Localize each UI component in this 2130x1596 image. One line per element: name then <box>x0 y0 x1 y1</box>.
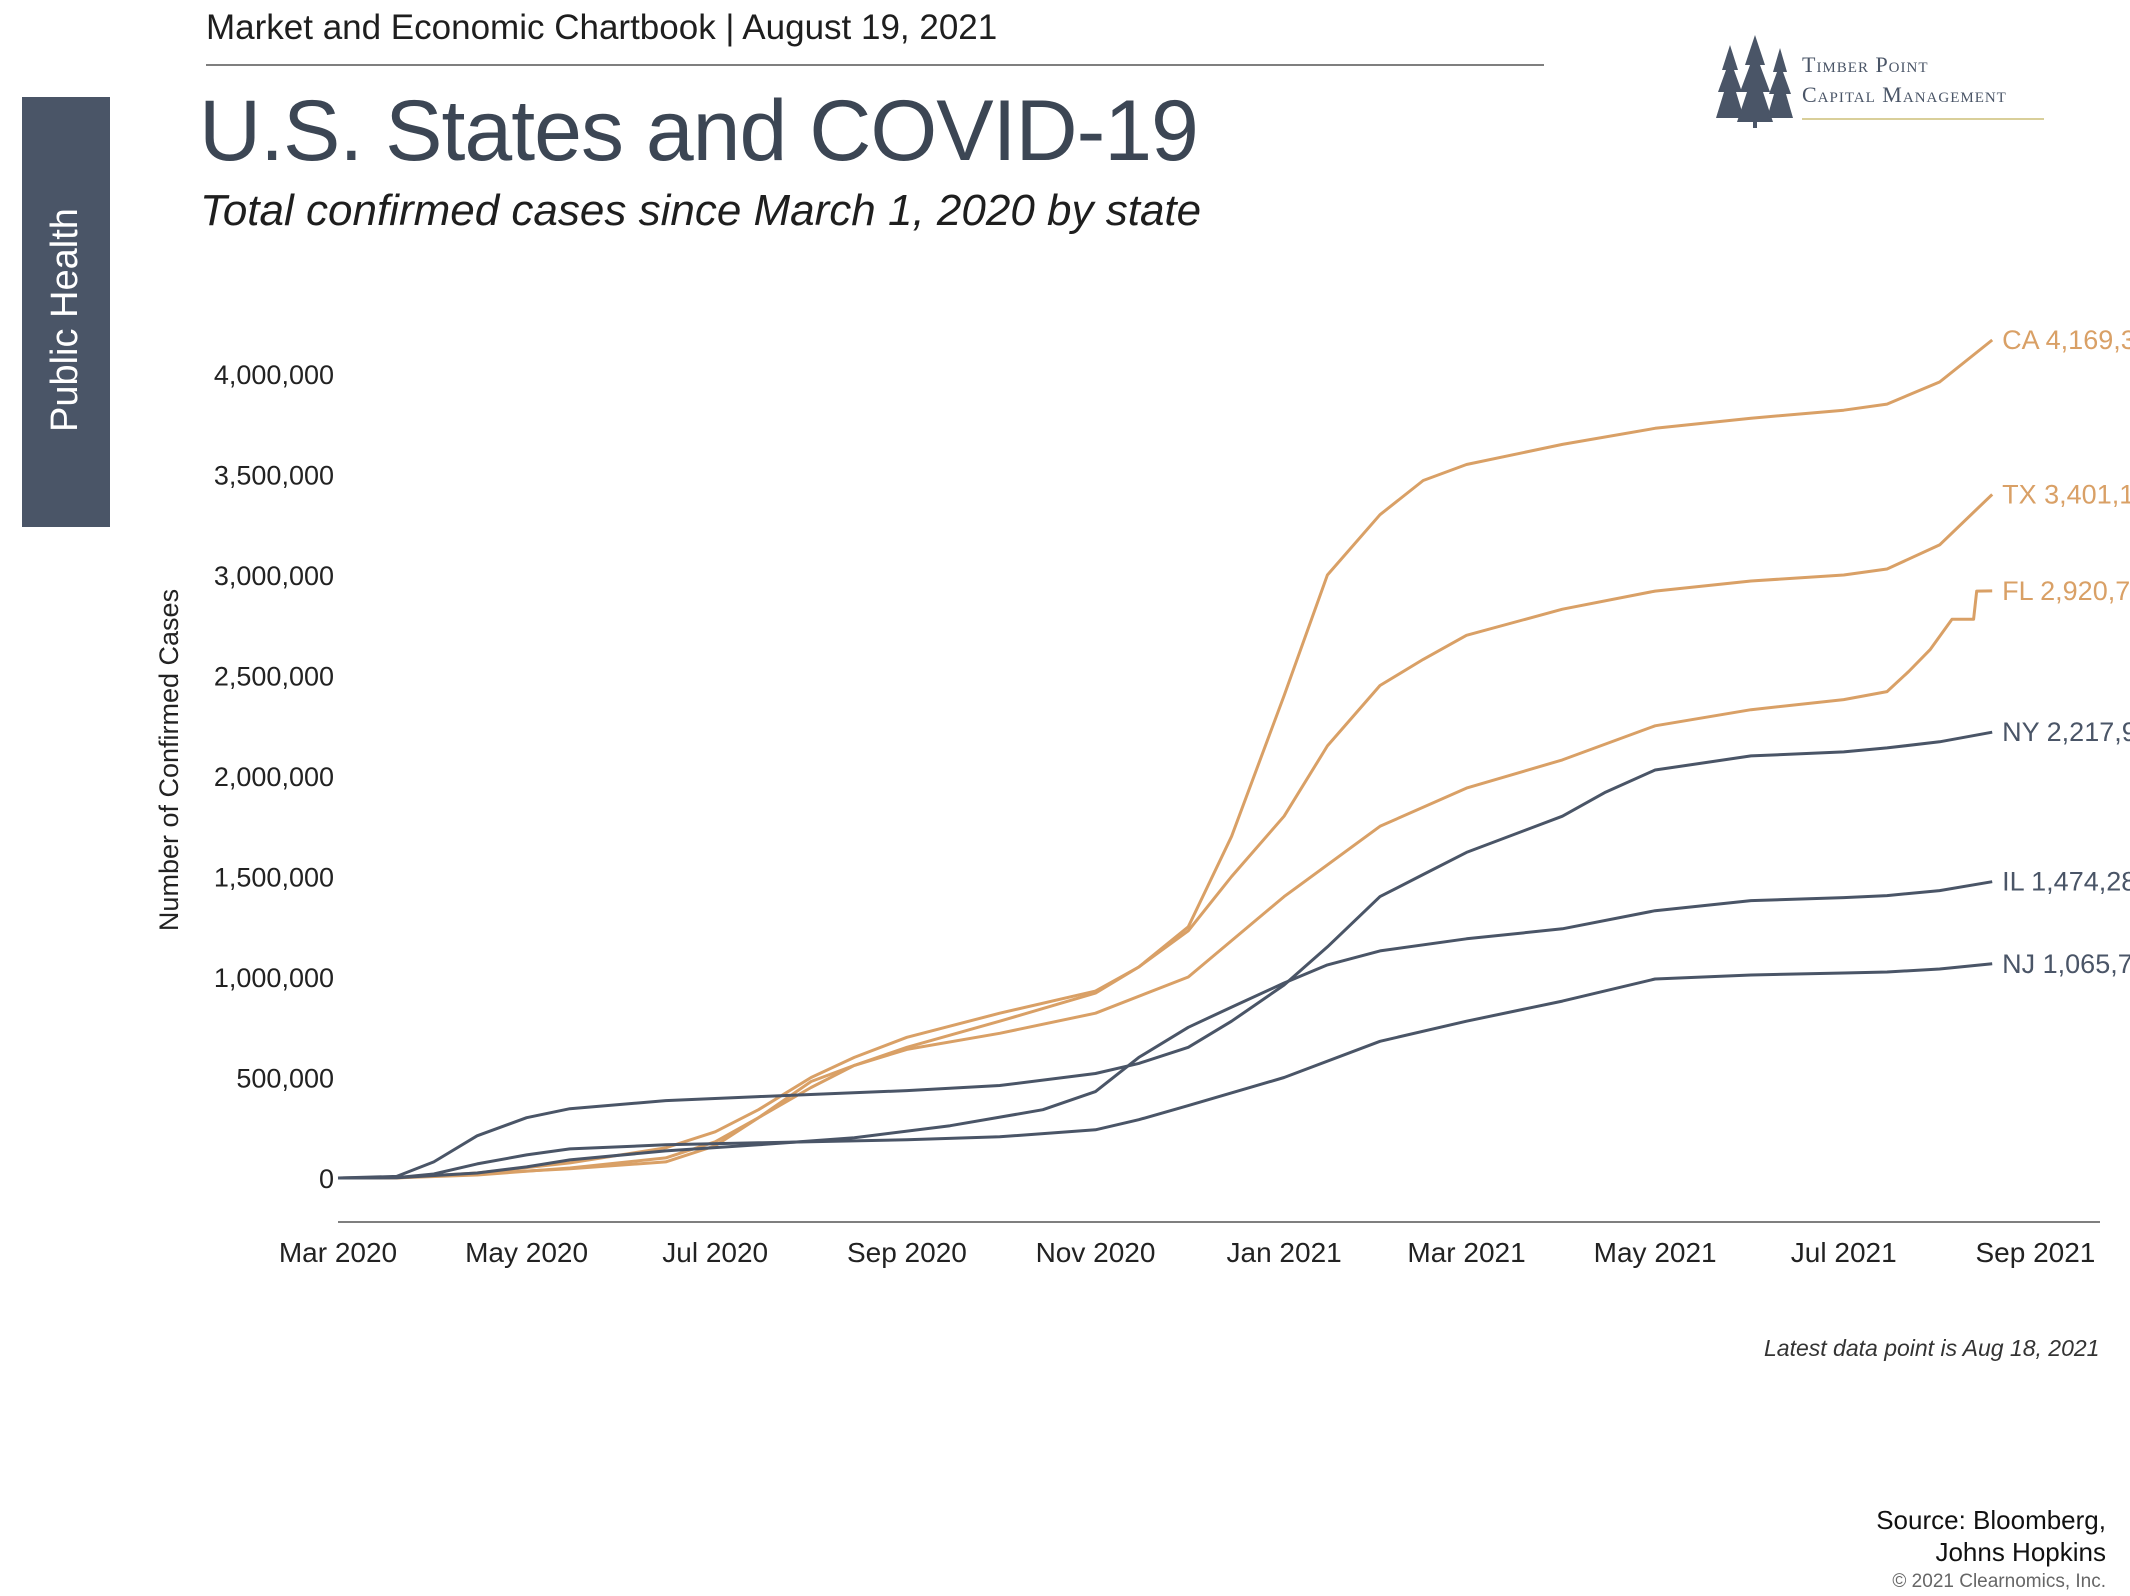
y-tick-label: 1,500,000 <box>214 863 334 893</box>
series-end-label-fl: FL 2,920,749 <box>2002 576 2130 606</box>
header-divider <box>206 64 1544 66</box>
x-tick-label: Mar 2021 <box>1407 1237 1525 1268</box>
series-end-labels: CA 4,169,391 TX 3,401,175 FL 2,920,749 NY 2… <box>2002 325 2130 979</box>
y-axis-title-group: Number of Confirmed Cases <box>154 589 184 931</box>
series-line-tx <box>337 493 1994 1180</box>
page-subtitle: Total confirmed cases since March 1, 202… <box>200 186 1202 235</box>
y-axis-ticks: 0 500,000 1,000,000 1,500,000 2,000,000 2,500… <box>214 360 334 1194</box>
y-tick-label: 0 <box>319 1164 334 1194</box>
source-line1: Source: Bloomberg, <box>1876 1505 2106 1535</box>
series-line-nj <box>337 962 1993 1180</box>
x-tick-label: Mar 2020 <box>279 1237 397 1268</box>
y-tick-label: 3,000,000 <box>214 561 334 591</box>
source-line2: Johns Hopkins <box>1935 1537 2106 1567</box>
logo-text-line1: Timber Point <box>1802 52 1929 77</box>
x-tick-label: Jan 2021 <box>1227 1237 1342 1268</box>
x-tick-label: May 2020 <box>465 1237 588 1268</box>
x-tick-label: Nov 2020 <box>1036 1237 1156 1268</box>
series-end-label-nj: NJ 1,065,736 <box>2002 949 2130 979</box>
x-axis-ticks: Mar 2020 May 2020 Jul 2020 Sep 2020 Nov 2020… <box>279 1237 2096 1268</box>
series-line-ca <box>337 338 1994 1180</box>
section-tab <box>22 97 110 527</box>
series-end-label-ca: CA 4,169,391 <box>2002 325 2130 355</box>
series-end-label-tx: TX 3,401,175 <box>2002 479 2130 509</box>
latest-data-note: Latest data point is Aug 18, 2021 <box>1764 1335 2100 1361</box>
y-tick-label: 1,000,000 <box>214 963 334 993</box>
chartbook-header: Market and Economic Chartbook | August 1… <box>206 8 998 47</box>
x-tick-label: May 2021 <box>1594 1237 1717 1268</box>
logo-underline <box>1802 118 2044 120</box>
pine-trees-icon <box>1716 35 1793 128</box>
series-line-il <box>337 880 1993 1180</box>
y-tick-label: 500,000 <box>236 1064 334 1094</box>
x-tick-label: Jul 2020 <box>662 1237 768 1268</box>
y-tick-label: 3,500,000 <box>214 461 334 491</box>
page-title: U.S. States and COVID-19 <box>199 83 1199 179</box>
series-lines <box>337 338 1994 1180</box>
y-tick-label: 4,000,000 <box>214 360 334 390</box>
copyright: © 2021 Clearnomics, Inc. <box>1892 1571 2106 1592</box>
series-end-label-ny: NY 2,217,969 <box>2002 717 2130 747</box>
y-axis-title: Number of Confirmed Cases <box>154 589 184 931</box>
x-tick-label: Sep 2020 <box>847 1237 967 1268</box>
y-tick-label: 2,500,000 <box>214 662 334 692</box>
x-tick-label: Sep 2021 <box>1975 1237 2095 1268</box>
logo-text-line2: Capital Management <box>1802 82 2007 107</box>
series-end-label-il: IL 1,474,285 <box>2002 867 2130 897</box>
y-tick-label: 2,000,000 <box>214 762 334 792</box>
series-line-ny <box>337 730 1993 1180</box>
series-line-fl <box>337 589 1993 1180</box>
x-tick-label: Jul 2021 <box>1791 1237 1897 1268</box>
